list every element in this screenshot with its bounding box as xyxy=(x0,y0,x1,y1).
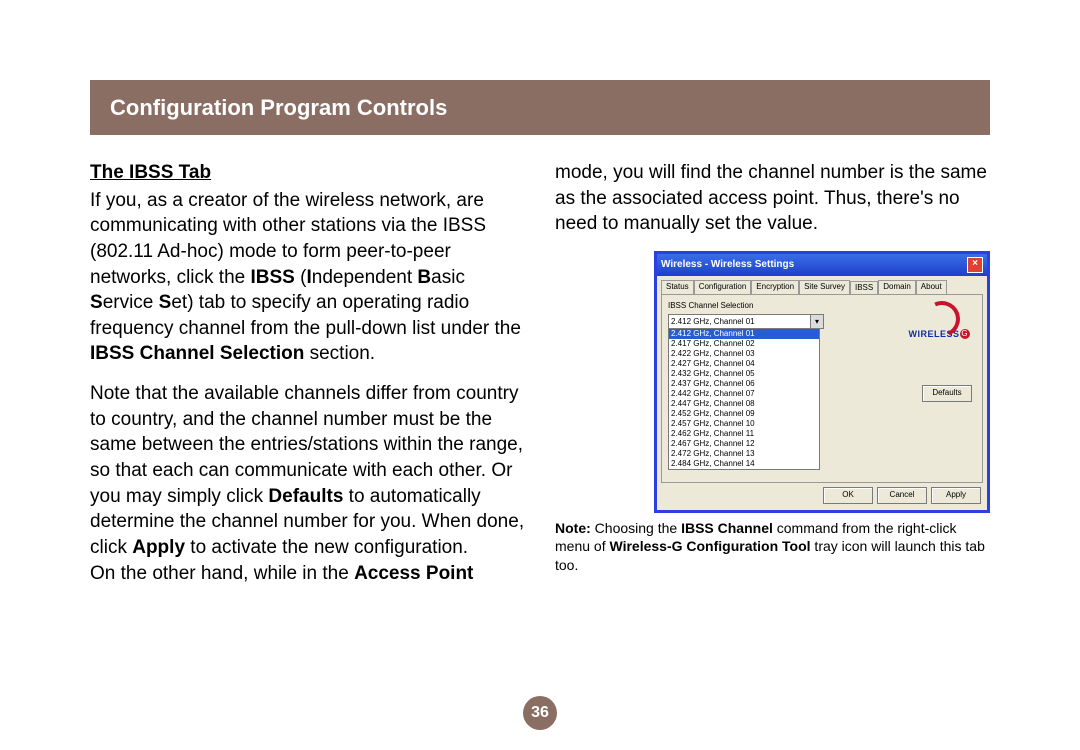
section-header: Configuration Program Controls xyxy=(90,80,990,135)
wireless-settings-dialog: Wireless - Wireless Settings × Status Co… xyxy=(654,251,990,513)
tab-configuration[interactable]: Configuration xyxy=(694,280,752,294)
dialog-title-text: Wireless - Wireless Settings xyxy=(661,258,794,272)
list-item[interactable]: 2.472 GHz, Channel 13 xyxy=(669,449,819,459)
apply-button[interactable]: Apply xyxy=(931,487,981,504)
tab-ibss[interactable]: IBSS xyxy=(850,281,878,295)
ok-button[interactable]: OK xyxy=(823,487,873,504)
page-number-badge: 36 xyxy=(523,696,557,730)
paragraph-continuation: mode, you will find the channel number i… xyxy=(555,160,990,237)
list-item[interactable]: 2.417 GHz, Channel 02 xyxy=(669,339,819,349)
close-icon[interactable]: × xyxy=(967,257,983,273)
list-item[interactable]: 2.437 GHz, Channel 06 xyxy=(669,379,819,389)
swirl-icon xyxy=(922,305,956,327)
wireless-logo: WIRELESSG xyxy=(904,305,974,340)
paragraph-2: Note that the available channels differ … xyxy=(90,381,525,586)
dialog-button-row: OK Cancel Apply xyxy=(657,487,987,510)
channel-dropdown-list[interactable]: 2.412 GHz, Channel 01 2.417 GHz, Channel… xyxy=(668,329,820,470)
list-item[interactable]: 2.457 GHz, Channel 10 xyxy=(669,419,819,429)
channel-combobox[interactable]: 2.412 GHz, Channel 01 xyxy=(668,314,824,329)
subheading: The IBSS Tab xyxy=(90,160,525,186)
list-item[interactable]: 2.427 GHz, Channel 04 xyxy=(669,359,819,369)
note-text: Note: Choosing the IBSS Channel command … xyxy=(555,519,990,576)
right-column: mode, you will find the channel number i… xyxy=(555,160,990,690)
left-column: The IBSS Tab If you, as a creator of the… xyxy=(90,160,525,690)
document-page: Configuration Program Controls The IBSS … xyxy=(0,0,1080,750)
logo-g-badge: G xyxy=(960,329,970,339)
tab-row: Status Configuration Encryption Site Sur… xyxy=(657,276,987,294)
list-item[interactable]: 2.484 GHz, Channel 14 xyxy=(669,459,819,469)
list-item[interactable]: 2.447 GHz, Channel 08 xyxy=(669,399,819,409)
tab-domain[interactable]: Domain xyxy=(878,280,916,294)
defaults-button[interactable]: Defaults xyxy=(922,385,972,402)
tab-panel: IBSS Channel Selection 2.412 GHz, Channe… xyxy=(661,294,983,483)
list-item[interactable]: 2.412 GHz, Channel 01 xyxy=(669,329,819,339)
content-columns: The IBSS Tab If you, as a creator of the… xyxy=(90,160,990,690)
cancel-button[interactable]: Cancel xyxy=(877,487,927,504)
list-item[interactable]: 2.467 GHz, Channel 12 xyxy=(669,439,819,449)
page-number: 36 xyxy=(531,704,549,722)
section-title: Configuration Program Controls xyxy=(110,95,447,121)
dialog-titlebar: Wireless - Wireless Settings × xyxy=(657,254,987,276)
paragraph-1: If you, as a creator of the wireless net… xyxy=(90,188,525,367)
tab-about[interactable]: About xyxy=(916,280,947,294)
list-item[interactable]: 2.422 GHz, Channel 03 xyxy=(669,349,819,359)
list-item[interactable]: 2.442 GHz, Channel 07 xyxy=(669,389,819,399)
list-item[interactable]: 2.432 GHz, Channel 05 xyxy=(669,369,819,379)
tab-status[interactable]: Status xyxy=(661,280,694,294)
tab-site-survey[interactable]: Site Survey xyxy=(799,280,850,294)
list-item[interactable]: 2.462 GHz, Channel 11 xyxy=(669,429,819,439)
tab-encryption[interactable]: Encryption xyxy=(751,280,799,294)
list-item[interactable]: 2.452 GHz, Channel 09 xyxy=(669,409,819,419)
